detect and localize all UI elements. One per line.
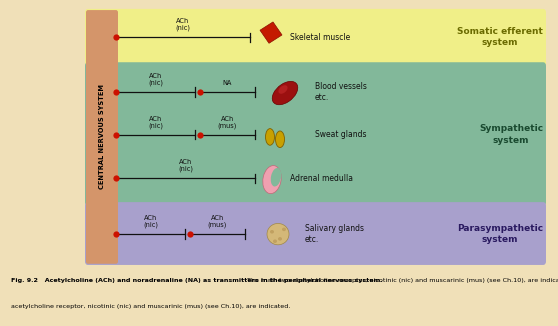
FancyBboxPatch shape	[85, 9, 546, 66]
Text: ACh
(mus): ACh (mus)	[208, 215, 227, 228]
Text: Adrenal medulla: Adrenal medulla	[290, 174, 353, 183]
Text: ACh
(nic): ACh (nic)	[143, 215, 158, 228]
Text: Parasympathetic
system: Parasympathetic system	[457, 224, 543, 244]
Text: Somatic efferent
system: Somatic efferent system	[457, 27, 543, 47]
Text: The main two acetylcholine receptor, nicotinic (nic) and muscarinic (mus) (see C: The main two acetylcholine receptor, nic…	[11, 278, 558, 283]
Ellipse shape	[278, 237, 282, 241]
Text: acetylcholine receptor, nicotinic (nic) and muscarinic (mus) (see Ch.10), are in: acetylcholine receptor, nicotinic (nic) …	[11, 304, 290, 309]
Text: Sympathetic
system: Sympathetic system	[479, 125, 543, 145]
Ellipse shape	[266, 129, 275, 145]
Text: ACh
(nic): ACh (nic)	[148, 73, 163, 86]
Text: ACh
(mus): ACh (mus)	[218, 116, 237, 129]
Ellipse shape	[273, 240, 277, 243]
Text: Salivary glands
etc.: Salivary glands etc.	[305, 224, 364, 244]
Text: Blood vessels
etc.: Blood vessels etc.	[315, 82, 367, 102]
Ellipse shape	[272, 82, 298, 105]
Text: CENTRAL NERVOUS SYSTEM: CENTRAL NERVOUS SYSTEM	[99, 84, 105, 189]
Ellipse shape	[282, 228, 286, 231]
Ellipse shape	[267, 223, 289, 245]
FancyBboxPatch shape	[85, 62, 546, 206]
Polygon shape	[260, 22, 282, 43]
Text: ACh
(nic): ACh (nic)	[178, 159, 193, 172]
FancyBboxPatch shape	[85, 202, 546, 265]
Text: ACh
(nic): ACh (nic)	[176, 18, 190, 31]
Ellipse shape	[271, 168, 281, 186]
Ellipse shape	[263, 166, 281, 194]
Text: Fig. 9.2   Acetylcholine (ACh) and noradrenaline (NA) as transmitters in the per: Fig. 9.2 Acetylcholine (ACh) and noradre…	[11, 278, 383, 283]
Text: NA: NA	[223, 80, 232, 86]
Ellipse shape	[276, 131, 285, 148]
Text: Skeletal muscle: Skeletal muscle	[290, 33, 350, 42]
Text: ACh
(nic): ACh (nic)	[148, 116, 163, 129]
Text: Sweat glands: Sweat glands	[315, 130, 367, 139]
Ellipse shape	[278, 85, 287, 94]
FancyBboxPatch shape	[86, 10, 118, 264]
Ellipse shape	[270, 230, 274, 233]
